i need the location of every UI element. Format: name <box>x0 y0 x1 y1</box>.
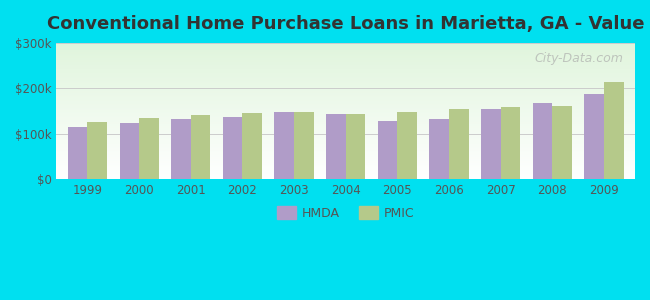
Bar <box>449 109 469 179</box>
Bar <box>274 112 294 179</box>
Bar <box>346 114 365 179</box>
Bar <box>191 115 211 179</box>
Title: Conventional Home Purchase Loans in Marietta, GA - Value: Conventional Home Purchase Loans in Mari… <box>47 15 645 33</box>
Text: City-Data.com: City-Data.com <box>534 52 623 65</box>
Bar <box>481 109 500 179</box>
Bar <box>584 94 604 179</box>
Bar <box>378 121 397 179</box>
Bar <box>397 112 417 179</box>
Legend: HMDA, PMIC: HMDA, PMIC <box>272 202 419 225</box>
Bar <box>552 106 572 179</box>
Bar <box>88 122 107 179</box>
Bar <box>430 119 449 179</box>
Bar <box>120 124 139 179</box>
Bar <box>533 103 552 179</box>
Bar <box>326 114 346 179</box>
Bar <box>500 106 521 179</box>
Bar <box>294 112 314 179</box>
Bar <box>139 118 159 179</box>
Bar <box>223 117 242 179</box>
Bar <box>604 82 623 179</box>
Bar <box>242 112 262 179</box>
Bar <box>171 119 191 179</box>
Bar <box>68 127 88 179</box>
